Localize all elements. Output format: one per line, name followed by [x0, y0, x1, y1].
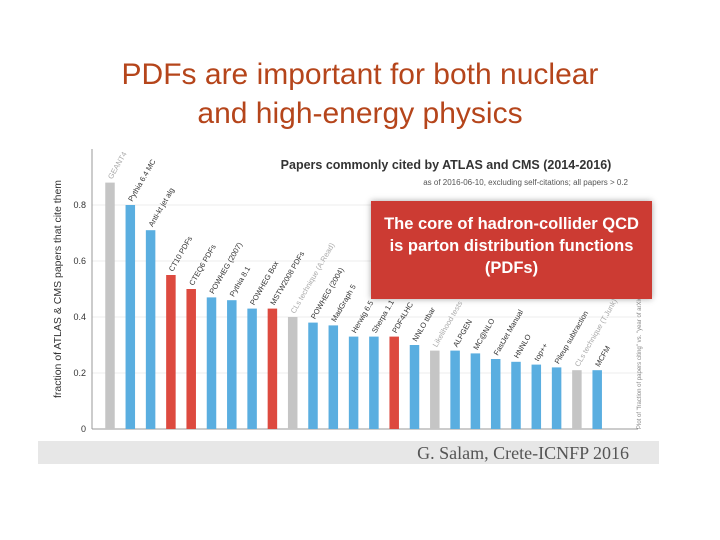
- bar-label: top++: [532, 341, 550, 363]
- bar: [592, 370, 602, 429]
- bar: [145, 230, 156, 429]
- bar: [551, 367, 562, 429]
- bar: [409, 345, 420, 429]
- bar: [125, 205, 136, 429]
- bar-label: Pythia 8.1: [228, 265, 252, 298]
- y-tick-label: 0.4: [73, 312, 86, 322]
- y-tick-labels: 0 0.2 0.4 0.6 0.8: [73, 200, 86, 434]
- y-tick-label: 0.8: [73, 200, 86, 210]
- credit-text: G. Salam, Crete-ICNFP 2016: [417, 443, 629, 463]
- bar: [105, 182, 115, 429]
- bar: [267, 308, 278, 429]
- bar: [450, 350, 460, 429]
- bar-label: HNNLO: [512, 332, 533, 359]
- y-axis-label: fraction of ATLAS & CMS papers that cite…: [52, 180, 64, 398]
- bar: [430, 350, 440, 429]
- bar-chart: 0 0.2 0.4 0.6 0.8 fraction of ATLAS & CMS pa…: [52, 149, 643, 434]
- bar: [287, 317, 298, 429]
- bar-label: MCFM: [593, 344, 612, 368]
- bar: [470, 353, 481, 429]
- bar-label: Pythia 6.4 MC: [126, 157, 158, 203]
- bar: [308, 322, 318, 429]
- slide-title: PDFs are important for both nuclear and …: [0, 55, 720, 133]
- citation-chart-figure: 0 0.2 0.4 0.6 0.8 fraction of ATLAS & CMS pa…: [38, 139, 659, 464]
- bar-label: NNLO ttbar: [410, 305, 437, 343]
- slide-title-line-1: PDFs are important for both nuclear: [121, 58, 599, 91]
- chart-subtitle: as of 2016-06-10, excluding self-citatio…: [423, 178, 628, 187]
- bar: [247, 308, 257, 429]
- chart-title: Papers commonly cited by ATLAS and CMS (…: [281, 158, 612, 172]
- bar: [490, 359, 501, 429]
- bar: [511, 361, 521, 429]
- bar: [206, 297, 217, 429]
- y-tick-label: 0.2: [73, 368, 86, 378]
- figure-footer: G. Salam, Crete-ICNFP 2016: [38, 441, 659, 464]
- y-tick-label: 0: [81, 424, 86, 434]
- bar: [572, 370, 582, 429]
- bar: [186, 289, 196, 429]
- bar: [227, 300, 237, 429]
- side-note: Plot of "fraction of papers citing" vs. …: [637, 262, 643, 429]
- bar: [328, 325, 339, 429]
- bar-label: MC@NLO: [471, 317, 496, 352]
- bar: [389, 336, 399, 429]
- bar: [166, 275, 176, 429]
- bar-label: GEANT4: [106, 150, 129, 180]
- bar-label: CLs technique (A.Read): [289, 241, 337, 315]
- y-tick-label: 0.6: [73, 256, 86, 266]
- bar-label: CT10 PDFs: [167, 234, 195, 273]
- bars: [105, 182, 602, 429]
- callout-text: The core of hadron-collider QCD is parto…: [384, 215, 639, 277]
- callout-box: The core of hadron-collider QCD is parto…: [371, 201, 652, 299]
- bar: [369, 336, 379, 429]
- bar: [531, 364, 542, 429]
- bar-label: Anti-kt jet alg: [147, 186, 176, 228]
- slide-title-line-2: and high-energy physics: [197, 97, 523, 130]
- bar: [348, 336, 359, 429]
- bar-label: ALPGEN: [451, 318, 474, 349]
